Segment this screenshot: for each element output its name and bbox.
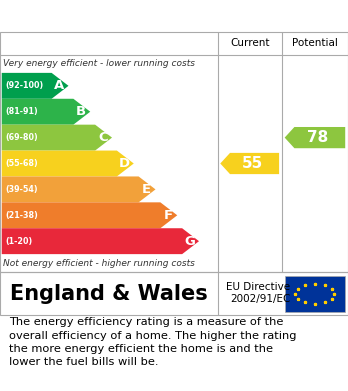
Text: C: C <box>98 131 108 144</box>
Text: E: E <box>142 183 151 196</box>
Text: Energy Efficiency Rating: Energy Efficiency Rating <box>10 8 239 26</box>
Polygon shape <box>2 228 199 254</box>
Bar <box>285 276 345 312</box>
Polygon shape <box>220 153 279 174</box>
Text: 78: 78 <box>307 130 329 145</box>
Text: Potential: Potential <box>292 38 338 48</box>
Text: Not energy efficient - higher running costs: Not energy efficient - higher running co… <box>3 258 195 267</box>
Polygon shape <box>2 73 69 99</box>
Text: (55-68): (55-68) <box>5 159 38 168</box>
Text: Current: Current <box>230 38 269 48</box>
Text: EU Directive
2002/91/EC: EU Directive 2002/91/EC <box>226 282 290 303</box>
Text: (92-100): (92-100) <box>5 81 44 90</box>
Text: B: B <box>76 105 86 118</box>
Text: (69-80): (69-80) <box>5 133 38 142</box>
Polygon shape <box>2 203 177 228</box>
Polygon shape <box>2 125 112 151</box>
Text: (39-54): (39-54) <box>5 185 38 194</box>
Text: The energy efficiency rating is a measure of the
overall efficiency of a home. T: The energy efficiency rating is a measur… <box>9 317 296 367</box>
Text: A: A <box>54 79 64 92</box>
Text: England & Wales: England & Wales <box>10 283 208 304</box>
Text: G: G <box>184 235 195 248</box>
Text: Very energy efficient - lower running costs: Very energy efficient - lower running co… <box>3 59 196 68</box>
Text: (1-20): (1-20) <box>5 237 32 246</box>
Polygon shape <box>2 176 156 203</box>
Text: F: F <box>164 209 173 222</box>
Text: D: D <box>119 157 130 170</box>
Text: (81-91): (81-91) <box>5 107 38 116</box>
Polygon shape <box>2 151 134 176</box>
Text: (21-38): (21-38) <box>5 211 38 220</box>
Text: 55: 55 <box>242 156 263 171</box>
Polygon shape <box>285 127 345 148</box>
Polygon shape <box>2 99 90 125</box>
